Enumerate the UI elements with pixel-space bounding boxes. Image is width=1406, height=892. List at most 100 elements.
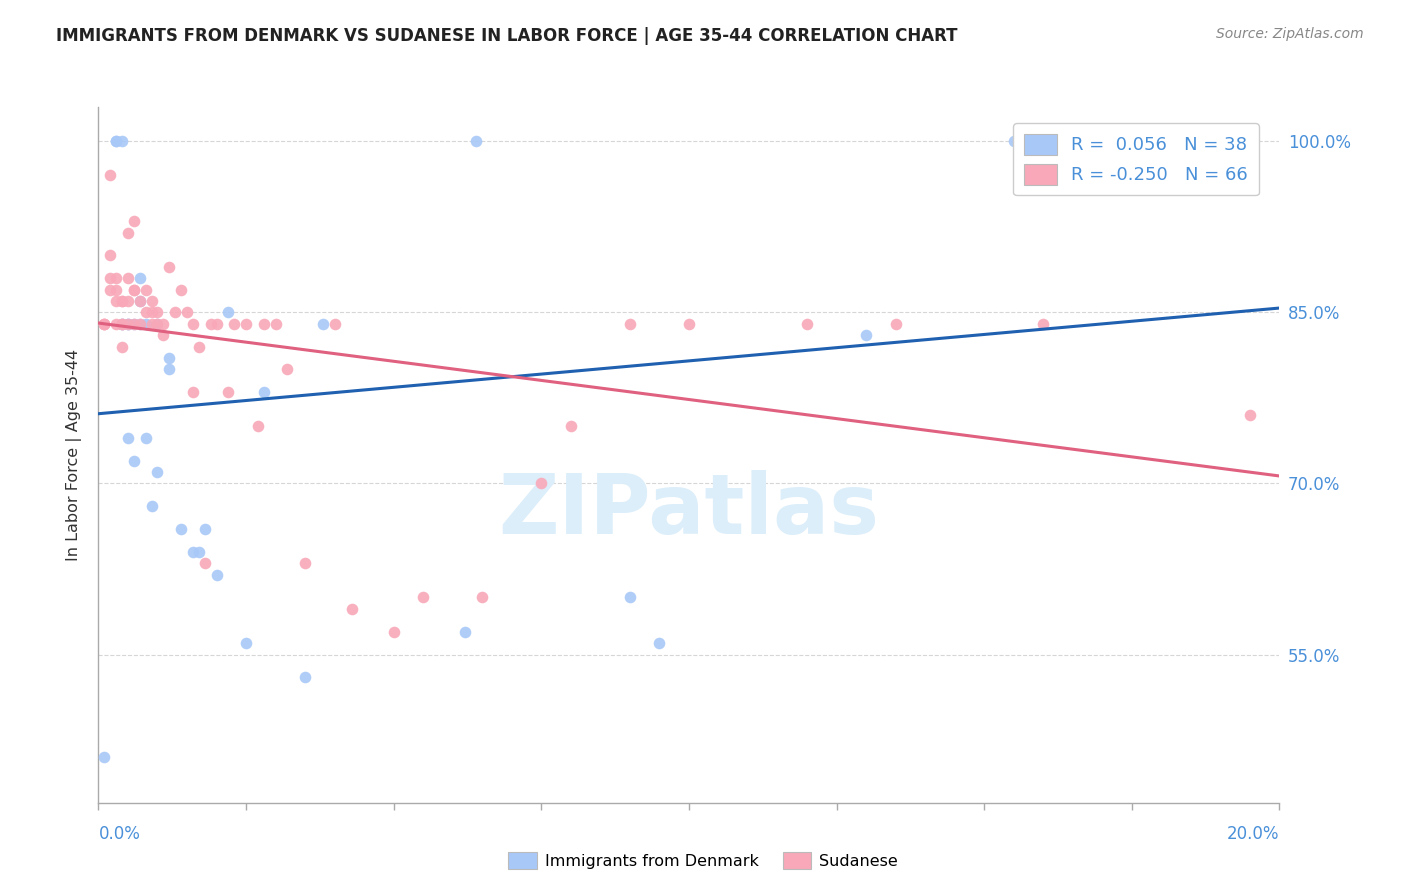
Point	[111, 293, 134, 308]
Point	[128, 317, 150, 331]
Point	[111, 293, 134, 308]
Point	[146, 305, 169, 319]
Point	[187, 545, 209, 559]
Point	[117, 317, 139, 331]
Point	[111, 317, 134, 331]
Point	[235, 317, 257, 331]
Point	[235, 636, 257, 650]
Text: 20.0%: 20.0%	[1227, 825, 1279, 843]
Point	[453, 624, 475, 639]
Point	[98, 248, 121, 262]
Point	[117, 317, 139, 331]
Point	[253, 385, 276, 400]
Point	[135, 431, 157, 445]
Point	[194, 522, 217, 536]
Point	[128, 317, 150, 331]
Point	[1002, 134, 1025, 148]
Point	[157, 351, 180, 365]
Point	[152, 317, 174, 331]
Point	[117, 317, 139, 331]
Point	[105, 317, 128, 331]
Point	[1239, 134, 1261, 148]
Point	[141, 293, 163, 308]
Point	[200, 317, 222, 331]
Point	[157, 260, 180, 274]
Point	[678, 317, 700, 331]
Point	[117, 293, 139, 308]
Point	[264, 317, 287, 331]
Legend: Immigrants from Denmark, Sudanese: Immigrants from Denmark, Sudanese	[502, 846, 904, 875]
Point	[117, 226, 139, 240]
Point	[342, 602, 364, 616]
Point	[122, 283, 145, 297]
Point	[98, 283, 121, 297]
Point	[128, 271, 150, 285]
Point	[165, 305, 187, 319]
Point	[194, 556, 217, 570]
Point	[117, 271, 139, 285]
Point	[181, 545, 204, 559]
Point	[105, 293, 128, 308]
Point	[560, 419, 582, 434]
Point	[135, 283, 157, 297]
Point	[146, 317, 169, 331]
Point	[217, 385, 239, 400]
Point	[855, 328, 877, 343]
Point	[93, 750, 115, 764]
Point	[157, 362, 180, 376]
Point	[246, 419, 269, 434]
Point	[98, 271, 121, 285]
Point	[105, 271, 128, 285]
Point	[294, 670, 316, 684]
Point	[122, 453, 145, 467]
Point	[122, 283, 145, 297]
Point	[471, 591, 494, 605]
Point	[170, 522, 193, 536]
Point	[224, 317, 246, 331]
Point	[276, 362, 298, 376]
Text: IMMIGRANTS FROM DENMARK VS SUDANESE IN LABOR FORCE | AGE 35-44 CORRELATION CHART: IMMIGRANTS FROM DENMARK VS SUDANESE IN L…	[56, 27, 957, 45]
Point	[1032, 317, 1054, 331]
Point	[294, 556, 316, 570]
Point	[111, 340, 134, 354]
Point	[93, 317, 115, 331]
Point	[181, 317, 204, 331]
Point	[111, 317, 134, 331]
Point	[152, 328, 174, 343]
Point	[465, 134, 488, 148]
Point	[648, 636, 671, 650]
Point	[619, 591, 641, 605]
Point	[128, 293, 150, 308]
Point	[122, 317, 145, 331]
Point	[141, 500, 163, 514]
Point	[382, 624, 405, 639]
Point	[1239, 408, 1261, 422]
Point	[412, 591, 434, 605]
Point	[128, 293, 150, 308]
Point	[146, 317, 169, 331]
Point	[105, 283, 128, 297]
Point	[117, 431, 139, 445]
Point	[312, 317, 335, 331]
Point	[530, 476, 553, 491]
Text: ZIPatlas: ZIPatlas	[499, 470, 879, 551]
Point	[146, 465, 169, 479]
Point	[796, 317, 818, 331]
Point	[111, 134, 134, 148]
Point	[111, 317, 134, 331]
Point	[105, 134, 128, 148]
Point	[135, 317, 157, 331]
Point	[122, 317, 145, 331]
Point	[122, 214, 145, 228]
Text: Source: ZipAtlas.com: Source: ZipAtlas.com	[1216, 27, 1364, 41]
Point	[323, 317, 346, 331]
Point	[105, 134, 128, 148]
Point	[98, 169, 121, 183]
Point	[170, 283, 193, 297]
Point	[619, 317, 641, 331]
Legend: R =  0.056   N = 38, R = -0.250   N = 66: R = 0.056 N = 38, R = -0.250 N = 66	[1014, 123, 1258, 195]
Point	[93, 317, 115, 331]
Point	[93, 317, 115, 331]
Point	[181, 385, 204, 400]
Point	[176, 305, 198, 319]
